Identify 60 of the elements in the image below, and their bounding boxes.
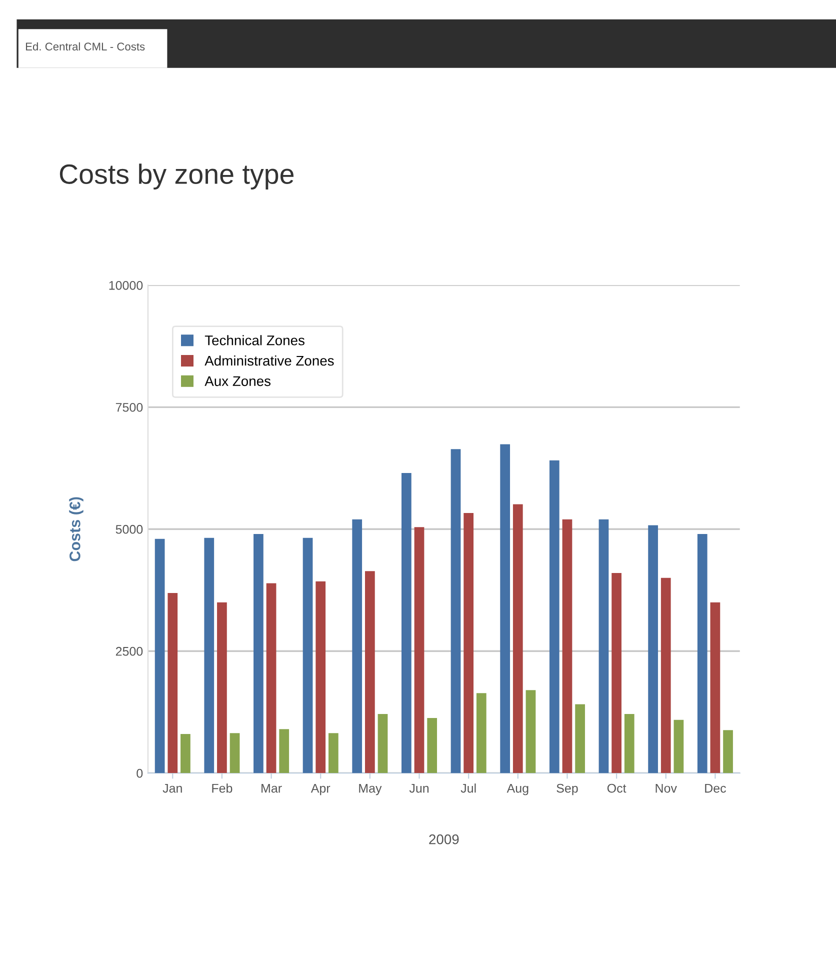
y-tick-label: 5000 (116, 524, 143, 534)
bar (279, 729, 290, 774)
bar (154, 538, 165, 774)
legend-label: Aux Zones (204, 376, 271, 386)
bar (266, 583, 276, 774)
x-tick-label: May (359, 784, 382, 796)
x-tick-label: Nov (656, 784, 677, 793)
x-axis-title: 2009 (429, 834, 459, 844)
bar (352, 519, 362, 774)
x-tick-label: Mar (262, 784, 282, 793)
x-tick-label: Jun (409, 784, 429, 793)
bar (723, 730, 733, 774)
bar (512, 504, 523, 774)
bar (464, 513, 474, 774)
bar (660, 578, 671, 774)
x-tick-label: Jul (460, 784, 476, 793)
bar (450, 449, 461, 774)
x-tick-label: Feb (212, 784, 232, 793)
bar (526, 690, 536, 774)
x-tick-label: Aug (506, 784, 528, 796)
bar (562, 519, 572, 774)
x-tick-label: Dec (705, 784, 726, 793)
x-tick-label: Jan (162, 784, 182, 793)
bar (697, 534, 708, 774)
y-tick-label: 2500 (116, 646, 143, 656)
bar (365, 571, 375, 774)
legend-label: Technical Zones (204, 335, 304, 346)
chart-title: Costs by zone type (60, 164, 294, 190)
bar (598, 519, 609, 774)
bar (476, 693, 486, 774)
bar (401, 473, 412, 774)
x-tick-label: Sep (556, 784, 578, 796)
bar (328, 733, 338, 774)
bar (674, 720, 684, 774)
bar (414, 527, 424, 774)
y-tick-label: 10000 (109, 280, 143, 290)
text: Ed. Central CML - Costs (26, 42, 145, 51)
bar (316, 581, 326, 774)
bar (180, 734, 190, 774)
bar (254, 534, 264, 774)
bar (710, 602, 720, 774)
x-tick-label: Oct (607, 784, 626, 793)
bar (168, 593, 178, 774)
bar (549, 460, 560, 774)
legend-label: Administrative Zones (204, 355, 334, 366)
x-tick-label: Apr (310, 784, 330, 796)
bar (575, 704, 585, 774)
bar (378, 714, 388, 774)
bar (612, 573, 622, 774)
bar (204, 538, 214, 774)
y-tick-label: 0 (136, 768, 143, 778)
bar (427, 718, 438, 774)
bar (217, 602, 227, 774)
bar (500, 444, 510, 774)
bar (302, 538, 313, 774)
y-tick-label: 7500 (116, 402, 143, 412)
y-axis-title: Costs (€) (69, 497, 84, 562)
bar (648, 525, 658, 774)
bar (230, 733, 240, 774)
bar (624, 714, 634, 774)
